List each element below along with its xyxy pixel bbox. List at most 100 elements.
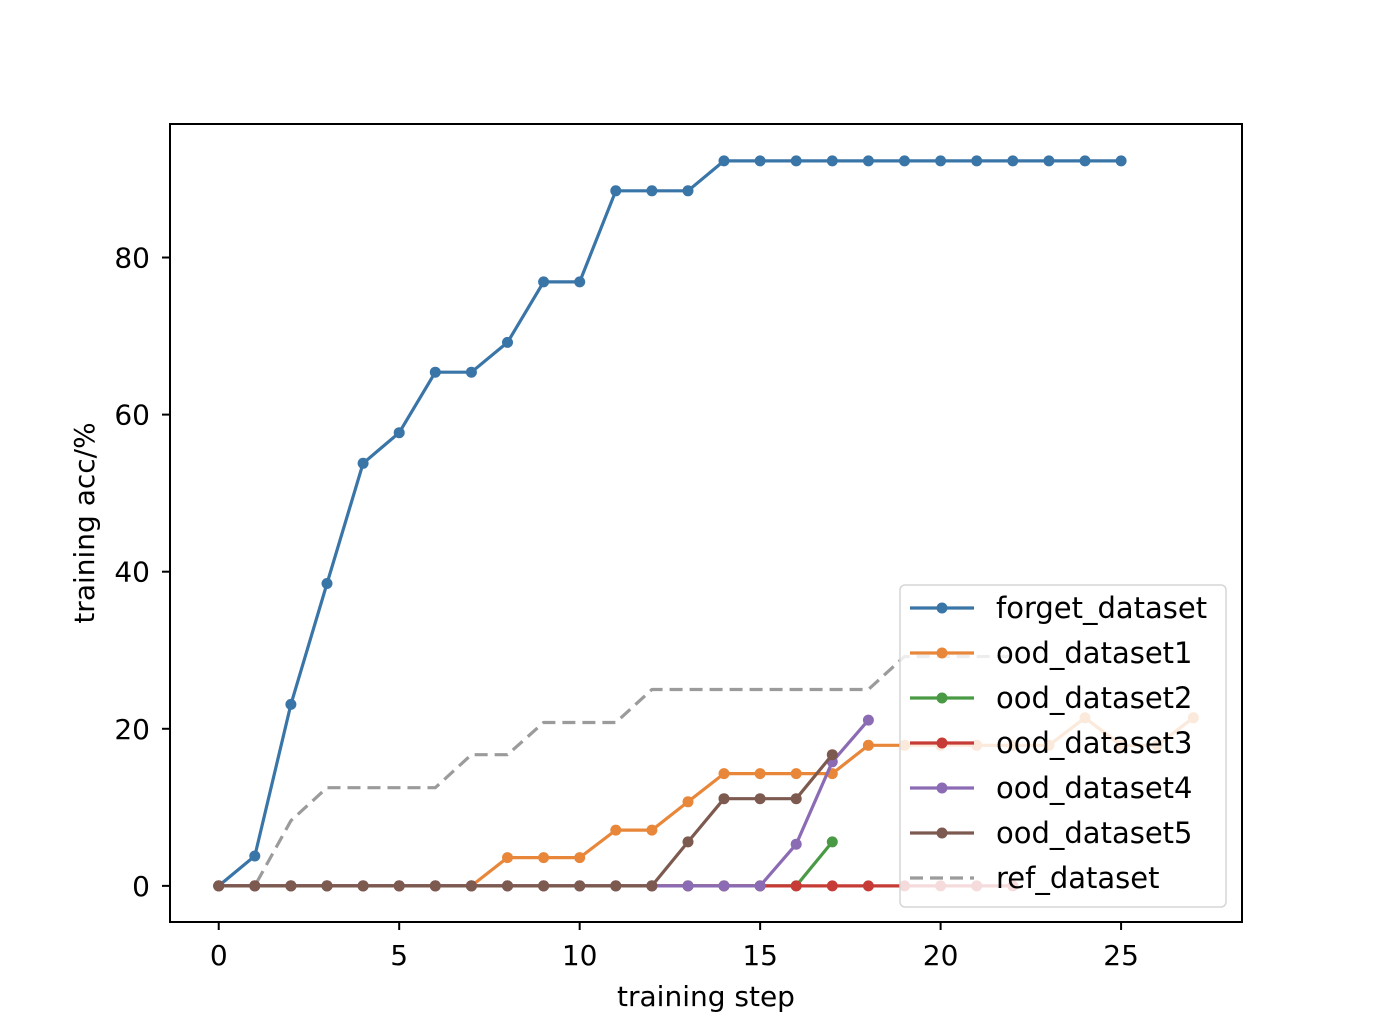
data-point — [574, 852, 586, 864]
x-tick-label: 20 — [923, 939, 959, 972]
data-point — [790, 155, 802, 167]
data-point — [790, 838, 802, 850]
data-point — [790, 768, 802, 780]
y-axis-label: training acc/% — [68, 422, 101, 623]
data-point — [502, 336, 513, 348]
y-tick-label: 40 — [114, 556, 150, 589]
series-lines — [213, 155, 1199, 892]
data-point — [826, 836, 838, 848]
legend-label: ref_dataset — [996, 861, 1159, 895]
legend-label: ood_dataset1 — [996, 636, 1193, 670]
legend-label: ood_dataset2 — [996, 681, 1193, 715]
legend-marker — [936, 737, 948, 749]
data-point — [826, 749, 838, 761]
data-point — [1007, 155, 1019, 167]
data-point — [826, 155, 838, 167]
data-point — [574, 276, 586, 288]
legend-marker — [936, 602, 948, 614]
x-tick-label: 10 — [562, 939, 598, 972]
legend-box — [899, 584, 1227, 908]
series-ood_dataset2 — [213, 836, 838, 892]
series-ref_dataset — [218, 654, 1013, 888]
data-point — [1079, 155, 1091, 167]
data-point — [718, 155, 730, 167]
legend-marker — [936, 647, 948, 659]
data-point — [935, 155, 947, 167]
data-point — [971, 155, 983, 167]
data-point — [574, 880, 586, 892]
legend-marker — [936, 782, 948, 794]
data-point — [862, 739, 874, 751]
data-point — [646, 185, 658, 197]
data-point — [538, 852, 550, 864]
series-forget_dataset — [213, 155, 1127, 892]
data-point — [465, 880, 477, 892]
data-point — [249, 850, 261, 862]
data-point — [754, 880, 766, 892]
data-point — [790, 793, 802, 805]
data-point — [862, 880, 874, 892]
data-point — [357, 880, 369, 892]
data-point — [718, 880, 730, 892]
data-point — [826, 880, 838, 892]
data-point — [502, 880, 513, 892]
data-point — [1115, 155, 1127, 167]
data-point — [718, 768, 730, 780]
data-point — [538, 880, 550, 892]
y-tick-label: 20 — [114, 713, 150, 746]
data-point — [754, 793, 766, 805]
y-tick-label: 60 — [114, 399, 150, 432]
x-tick-label: 5 — [390, 939, 408, 972]
data-point — [213, 880, 225, 892]
data-point — [899, 155, 910, 167]
series-line-forget_dataset — [217, 159, 1122, 888]
y-tick-label: 0 — [132, 870, 150, 903]
legend-marker — [936, 692, 948, 704]
data-point — [646, 880, 658, 892]
data-point — [610, 824, 622, 836]
legend: forget_dataset ood_dataset1 ood_dataset2oo… — [899, 584, 1227, 908]
series-line-ref_dataset — [218, 654, 1013, 888]
data-point — [321, 578, 333, 589]
legend-label: forget_dataset — [996, 591, 1207, 625]
x-tick-label: 25 — [1103, 939, 1139, 972]
data-point — [393, 880, 405, 892]
x-axis-ticks: 0 5 10 15 20 25 — [210, 922, 1139, 972]
data-point — [465, 366, 477, 378]
series-ood_dataset4 — [213, 714, 874, 892]
data-point — [429, 880, 441, 892]
legend-label: ood_dataset4 — [996, 771, 1193, 805]
data-point — [429, 366, 441, 378]
data-point — [862, 155, 874, 167]
data-point — [393, 427, 405, 439]
data-point — [754, 768, 766, 780]
series-line-ood_dataset5 — [218, 753, 834, 888]
y-axis-ticks: 0 20 40 60 80 — [114, 242, 170, 903]
data-point — [682, 880, 694, 892]
data-point — [862, 714, 874, 726]
data-point — [646, 824, 658, 836]
legend-label: ood_dataset5 — [996, 816, 1193, 850]
data-point — [285, 880, 297, 892]
data-point — [682, 796, 694, 808]
data-point — [610, 880, 622, 892]
data-point — [754, 155, 766, 167]
data-point — [502, 852, 513, 864]
series-line-ood_dataset2 — [218, 840, 834, 888]
legend-label: ood_dataset3 — [996, 726, 1193, 760]
data-point — [357, 457, 369, 469]
legend-marker — [936, 827, 948, 839]
data-point — [718, 793, 730, 805]
data-point — [790, 880, 802, 892]
data-point — [610, 185, 622, 197]
x-axis-label: training step — [617, 980, 795, 1013]
data-point — [321, 880, 333, 892]
series-ood_dataset5 — [213, 749, 838, 892]
data-point — [538, 276, 550, 288]
x-tick-label: 0 — [210, 939, 228, 972]
x-tick-label: 15 — [742, 939, 778, 972]
data-point — [682, 185, 694, 197]
data-point — [285, 698, 297, 710]
y-tick-label: 80 — [114, 242, 150, 275]
